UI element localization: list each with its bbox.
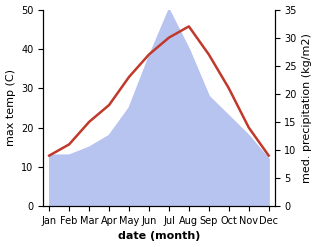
Y-axis label: med. precipitation (kg/m2): med. precipitation (kg/m2) bbox=[302, 33, 313, 183]
X-axis label: date (month): date (month) bbox=[118, 231, 200, 242]
Y-axis label: max temp (C): max temp (C) bbox=[5, 69, 16, 146]
